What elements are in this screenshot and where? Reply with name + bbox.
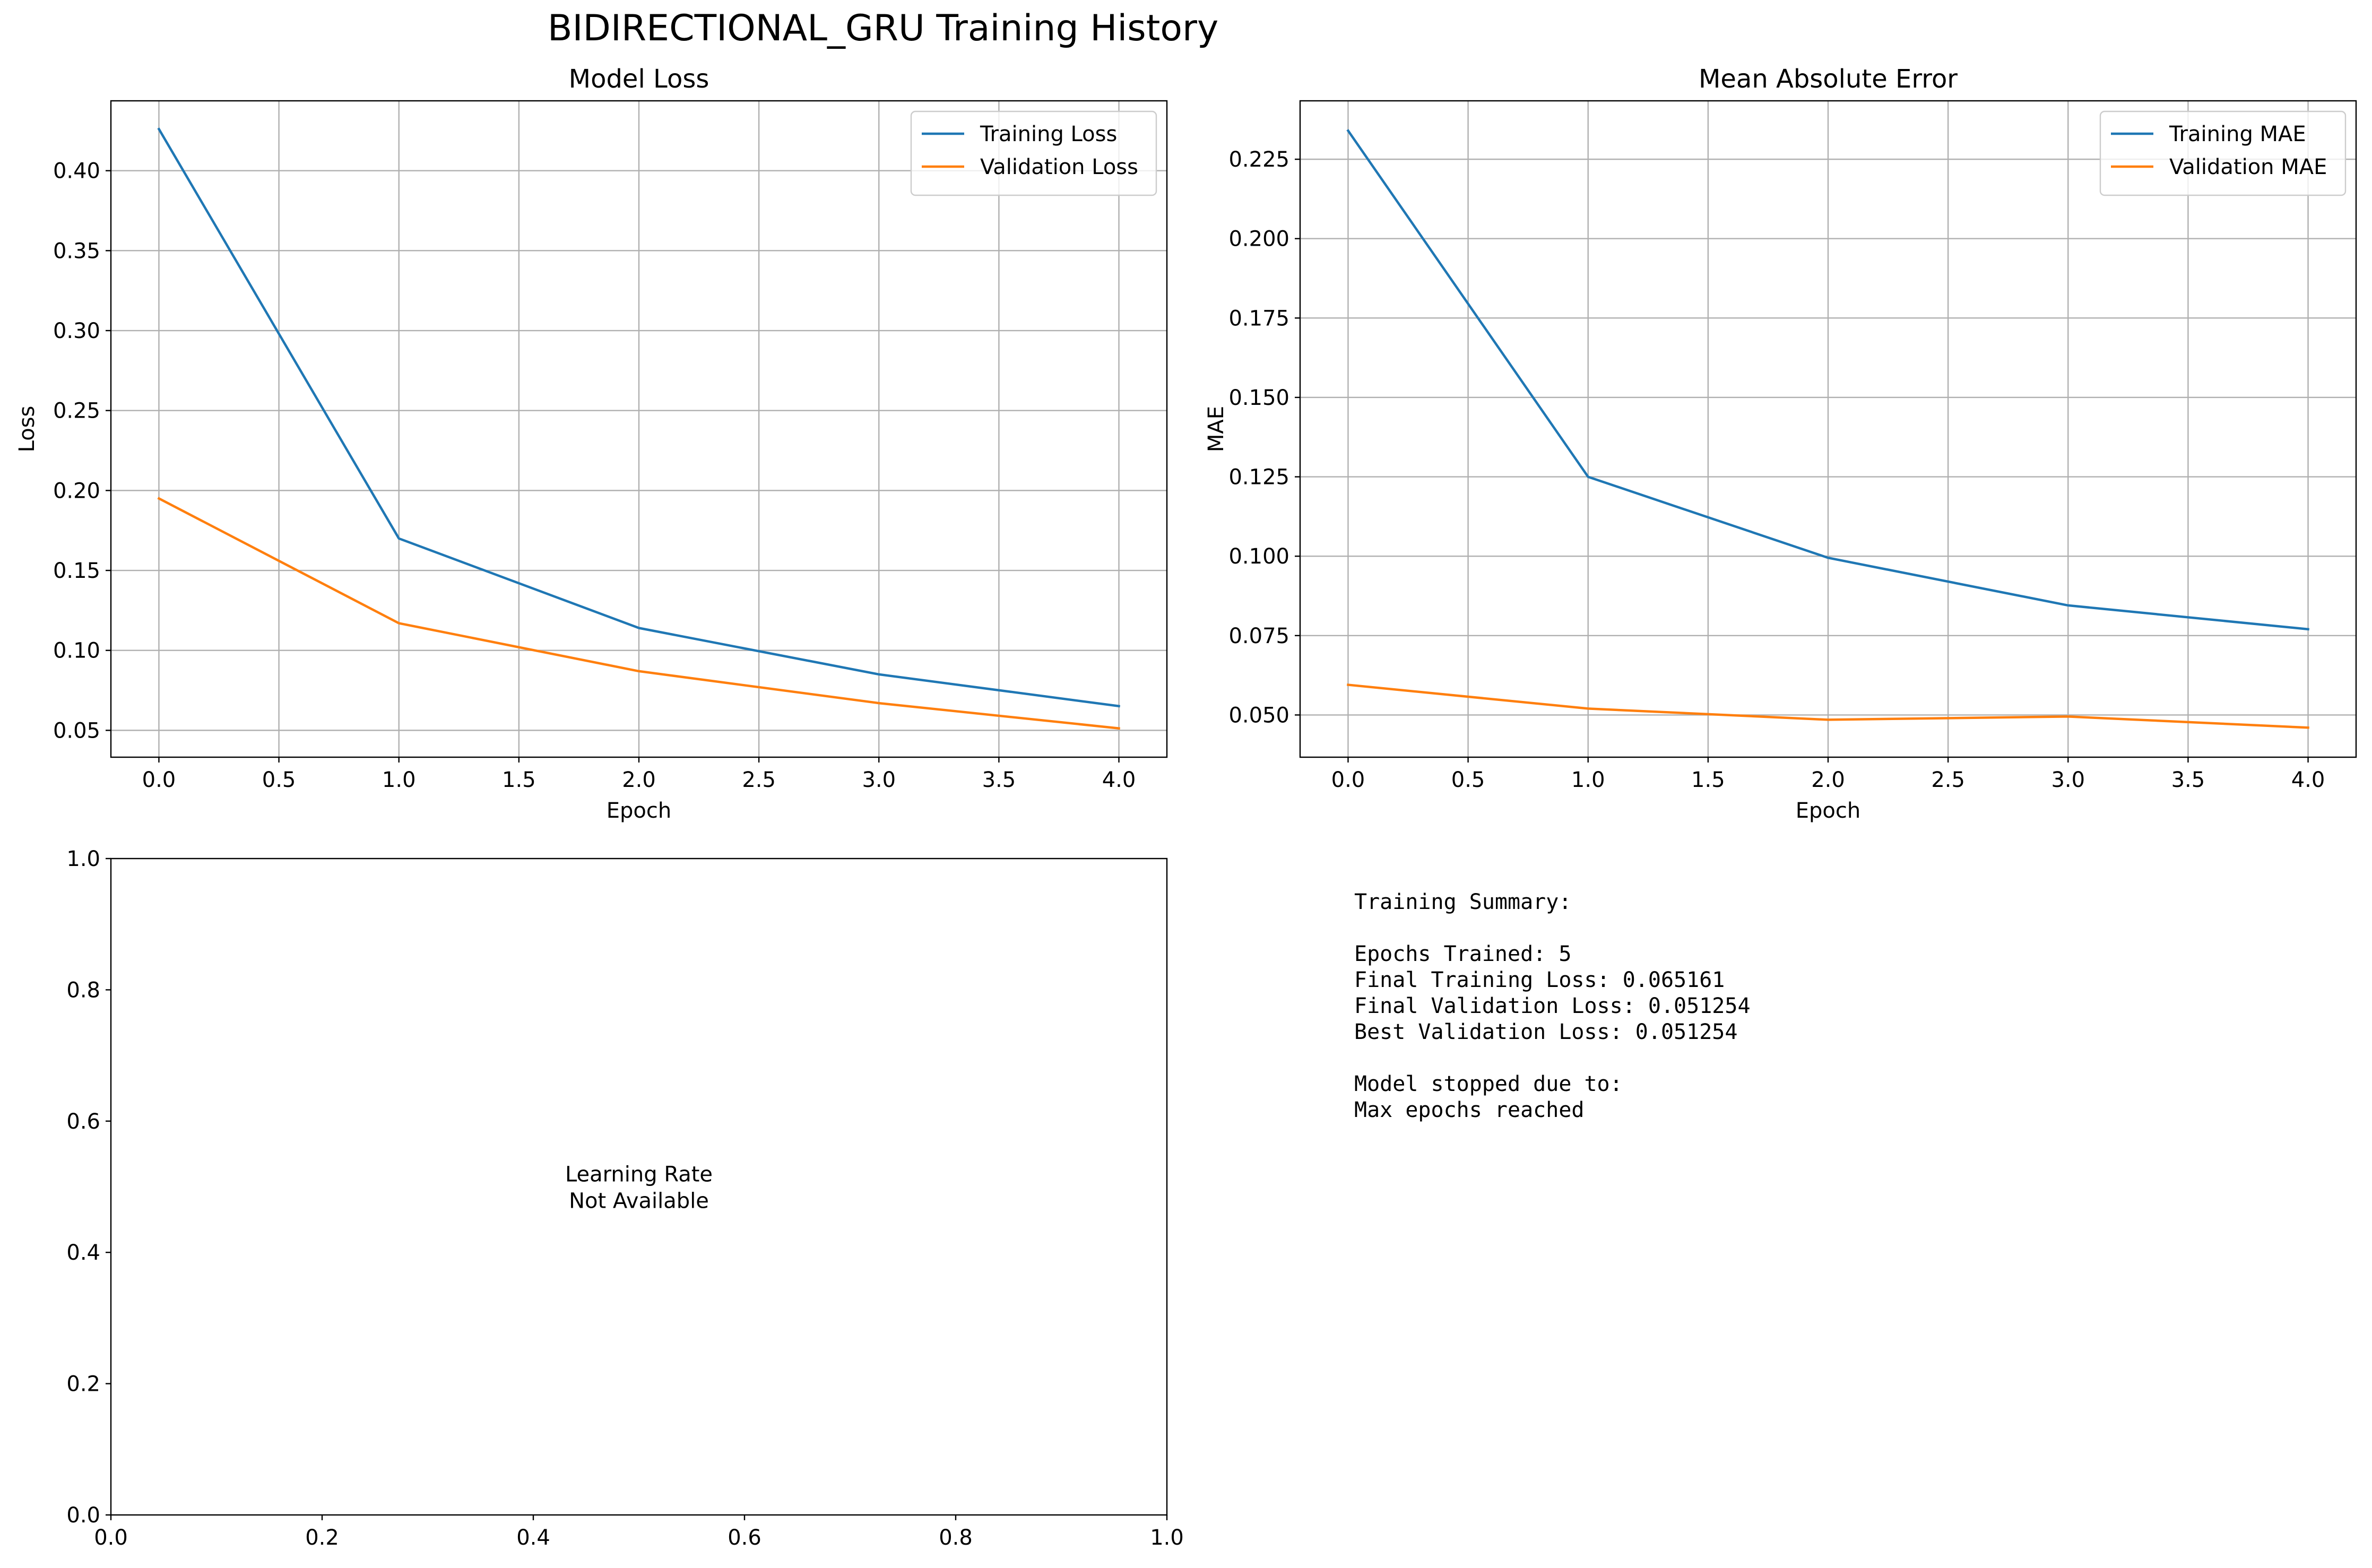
loss-title: Model Loss xyxy=(569,64,709,94)
loss-series-line-1 xyxy=(157,127,1121,708)
subplot-mae: 0.0 0.5 1.0 1.5 2.0 2.5 3.0 3.5 4.0 0.050 0.075 0.1… xyxy=(1204,64,2357,823)
mae-x-axis-label: Epoch xyxy=(1796,799,1860,823)
summary-line: Max epochs reached xyxy=(1354,1098,1584,1122)
mae-y-tick-label: 0.225 xyxy=(1228,148,1289,172)
mae-y-tick-label: 0.125 xyxy=(1228,465,1289,490)
figure-suptitle: BIDIRECTIONAL_GRU Training History xyxy=(548,7,1218,49)
subplot-lr: 0.0 0.2 0.4 0.6 0.8 1.0 0.0 0.2 0.4 0.6 0.8 1.0 Lear… xyxy=(66,847,1183,1550)
loss-x-tick-label: 3.0 xyxy=(862,768,896,792)
loss-y-tick-label: 0.35 xyxy=(53,239,100,263)
training-summary: Training Summary:Epochs Trained: 5Final … xyxy=(1354,890,1751,1122)
mae-x-tick-label: 1.0 xyxy=(1571,768,1605,792)
loss-x-tick-label: 2.5 xyxy=(742,768,776,792)
lr-x-tick-label: 0.0 xyxy=(94,1526,128,1550)
loss-series-line-2 xyxy=(157,497,1120,730)
summary-line: Training Summary: xyxy=(1354,890,1571,914)
mae-legend-label-2: Validation MAE xyxy=(2169,155,2327,179)
lr-y-tick-label: 0.2 xyxy=(66,1372,100,1397)
loss-legend-frame xyxy=(910,110,1157,196)
loss-x-tick-label: 3.5 xyxy=(982,768,1016,792)
loss-x-tick-label: 2.0 xyxy=(622,768,656,792)
summary-line: Model stopped due to: xyxy=(1354,1072,1623,1096)
loss-y-tick-label: 0.15 xyxy=(53,559,100,583)
mae-x-tick-label: 4.0 xyxy=(2291,768,2325,792)
loss-x-axis-label: Epoch xyxy=(607,799,671,823)
mae-legend-label-1: Training MAE xyxy=(2169,122,2306,146)
lr-x-tick-label: 0.2 xyxy=(305,1526,339,1550)
mae-title: Mean Absolute Error xyxy=(1699,64,1958,94)
loss-x-tick-label: 1.0 xyxy=(382,768,416,792)
mae-x-tick-label: 3.0 xyxy=(2051,768,2085,792)
mae-series-line-1 xyxy=(1346,129,2309,631)
loss-y-tick-label: 0.25 xyxy=(53,399,100,423)
lr-y-tick-label: 0.6 xyxy=(66,1110,100,1134)
loss-y-tick-label: 0.05 xyxy=(53,718,100,743)
summary-line: Epochs Trained: 5 xyxy=(1354,942,1571,966)
loss-legend: Training Loss Validation Loss xyxy=(910,110,1157,196)
mae-y-tick-label: 0.100 xyxy=(1228,544,1289,569)
lr-x-tick-label: 0.6 xyxy=(728,1526,761,1550)
mae-y-tick-label: 0.075 xyxy=(1228,624,1289,648)
mae-y-tick-label: 0.175 xyxy=(1228,306,1289,331)
mae-x-tick-label: 3.5 xyxy=(2171,768,2205,792)
loss-x-tick-label: 1.5 xyxy=(502,768,536,792)
loss-y-tick-label: 0.30 xyxy=(53,319,100,343)
lr-x-tick-label: 0.8 xyxy=(939,1526,973,1550)
loss-x-tick-label: 0.0 xyxy=(142,768,176,792)
mae-series-line-2 xyxy=(1347,683,2309,729)
mae-y-tick-label: 0.050 xyxy=(1228,703,1289,727)
lr-annotation-line: Not Available xyxy=(569,1189,709,1214)
loss-legend-label-1: Training Loss xyxy=(980,122,1117,146)
mae-legend-frame xyxy=(2099,110,2347,196)
mae-legend: Training MAE Validation MAE xyxy=(2099,110,2347,196)
loss-y-tick-label: 0.40 xyxy=(53,159,100,184)
mae-x-tick-label: 1.5 xyxy=(1691,768,1725,792)
lr-y-tick-label: 0.8 xyxy=(66,978,100,1002)
lr-x-tick-label: 1.0 xyxy=(1150,1526,1184,1550)
lr-y-tick-label: 0.4 xyxy=(66,1241,100,1265)
loss-legend-label-2: Validation Loss xyxy=(980,155,1138,179)
loss-x-tick-label: 4.0 xyxy=(1102,768,1136,792)
mae-x-tick-label: 0.5 xyxy=(1451,768,1485,792)
lr-x-tick-label: 0.4 xyxy=(516,1526,550,1550)
loss-y-tick-label: 0.10 xyxy=(53,639,100,663)
mae-y-axis-label: MAE xyxy=(1204,406,1228,452)
lr-annotation-line: Learning Rate xyxy=(565,1163,713,1187)
subplots: 0.0 0.5 1.0 1.5 2.0 2.5 3.0 3.5 4.00.050.100.150… xyxy=(15,64,2357,1550)
lr-y-tick-label: 1.0 xyxy=(66,847,100,871)
summary-line: Final Training Loss: 0.065161 xyxy=(1354,968,1725,992)
mae-x-tick-label: 2.5 xyxy=(1931,768,1965,792)
lr-axes-frame xyxy=(110,857,1168,1516)
lr-y-tick-label: 0.0 xyxy=(66,1503,100,1528)
subplot-loss: 0.0 0.5 1.0 1.5 2.0 2.5 3.0 3.5 4.0 0.05 0.10 0.15 0… xyxy=(15,64,1168,823)
loss-y-tick-label: 0.20 xyxy=(53,479,100,503)
mae-x-tick-label: 2.0 xyxy=(1811,768,1845,792)
mae-y-tick-label: 0.150 xyxy=(1228,386,1289,410)
summary-line: Final Validation Loss: 0.051254 xyxy=(1354,994,1751,1018)
mae-x-tick-label: 0.0 xyxy=(1331,768,1365,792)
mae-y-tick-label: 0.200 xyxy=(1228,227,1289,252)
summary-line: Best Validation Loss: 0.051254 xyxy=(1354,1020,1737,1044)
loss-x-tick-label: 0.5 xyxy=(262,768,296,792)
loss-y-axis-label: Loss xyxy=(15,406,39,453)
